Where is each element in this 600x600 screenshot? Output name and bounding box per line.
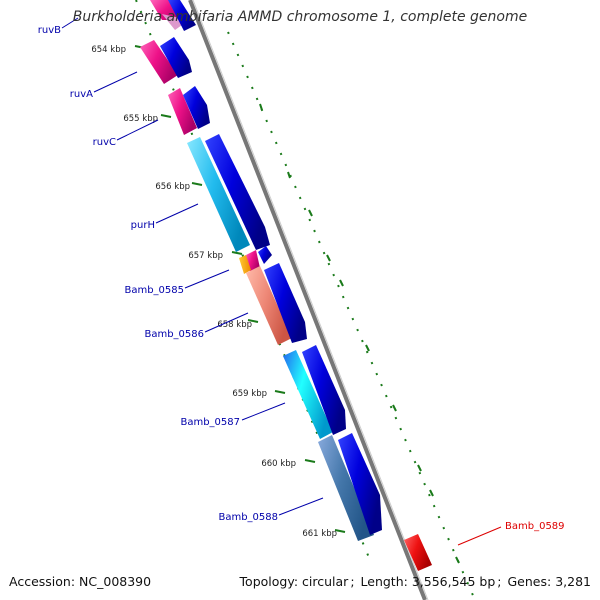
gene-label-Bamb_0588[interactable]: Bamb_0588 xyxy=(218,512,278,523)
tick-label: 654 kbp xyxy=(91,45,126,55)
accession-info: Accession: NC_008390 xyxy=(9,574,151,589)
page-title: Burkholderia ambifaria AMMD chromosome 1… xyxy=(72,9,528,25)
tick-label: 655 kbp xyxy=(123,114,158,124)
genes-value: 3,281 xyxy=(555,574,591,589)
tick-label: 658 kbp xyxy=(217,320,252,330)
gene-purH-feature[interactable] xyxy=(187,137,250,252)
topology-value: circular xyxy=(302,574,349,589)
outer-minor-ticks xyxy=(259,103,460,564)
tick-label: 656 kbp xyxy=(155,182,190,192)
gene-Bamb_0589-feature[interactable] xyxy=(404,534,432,571)
leader-lines xyxy=(61,17,502,546)
topology-label: Topology: xyxy=(239,574,299,589)
kbp-labels: 654 kbp 655 kbp 656 kbp 657 kbp 658 kbp … xyxy=(91,45,337,539)
gene-ruvA-feature[interactable] xyxy=(140,40,178,84)
gene-label-Bamb_0586[interactable]: Bamb_0586 xyxy=(144,329,204,340)
length-label: Length: xyxy=(360,574,408,589)
tick-label: 660 kbp xyxy=(261,459,296,469)
gene-label-Bamb_0587[interactable]: Bamb_0587 xyxy=(180,417,240,428)
gene-ruvC-feature[interactable] xyxy=(168,88,197,135)
length-value: 3,556,545 bp xyxy=(411,574,496,589)
outer-guide-line xyxy=(227,31,476,600)
genome-backbone xyxy=(188,0,427,600)
gene-ruvB-tip xyxy=(162,14,189,30)
gene-label-ruvB[interactable]: ruvB xyxy=(38,25,61,36)
gene-label-ruvA[interactable]: ruvA xyxy=(70,89,93,100)
gene-label-purH[interactable]: purH xyxy=(131,220,155,231)
genes-label: Genes: xyxy=(507,574,552,589)
gene-labels: ruvB ruvA ruvC purH Bamb_0585 Bamb_0586 … xyxy=(38,25,565,532)
gene-Bamb_0585-orange-feature xyxy=(239,255,251,274)
tick-label: 661 kbp xyxy=(302,529,337,539)
accession-value: NC_008390 xyxy=(79,574,152,589)
tick-label: 659 kbp xyxy=(232,389,267,399)
gene-label-Bamb_0585[interactable]: Bamb_0585 xyxy=(124,285,184,296)
gene-label-Bamb_0589[interactable]: Bamb_0589 xyxy=(505,521,565,532)
gene-Bamb_0586-feature[interactable] xyxy=(246,266,292,345)
gene-label-ruvC[interactable]: ruvC xyxy=(93,137,116,148)
gene-Bamb_0587-feature[interactable] xyxy=(283,350,333,439)
accession-label: Accession: xyxy=(9,574,76,589)
gene-Bamb_0588-feature[interactable] xyxy=(318,435,374,541)
genome-stats: Topology: circular; Length: 3,556,545 bp… xyxy=(239,574,591,589)
tick-label: 657 kbp xyxy=(188,251,223,261)
cds-features xyxy=(160,0,382,535)
